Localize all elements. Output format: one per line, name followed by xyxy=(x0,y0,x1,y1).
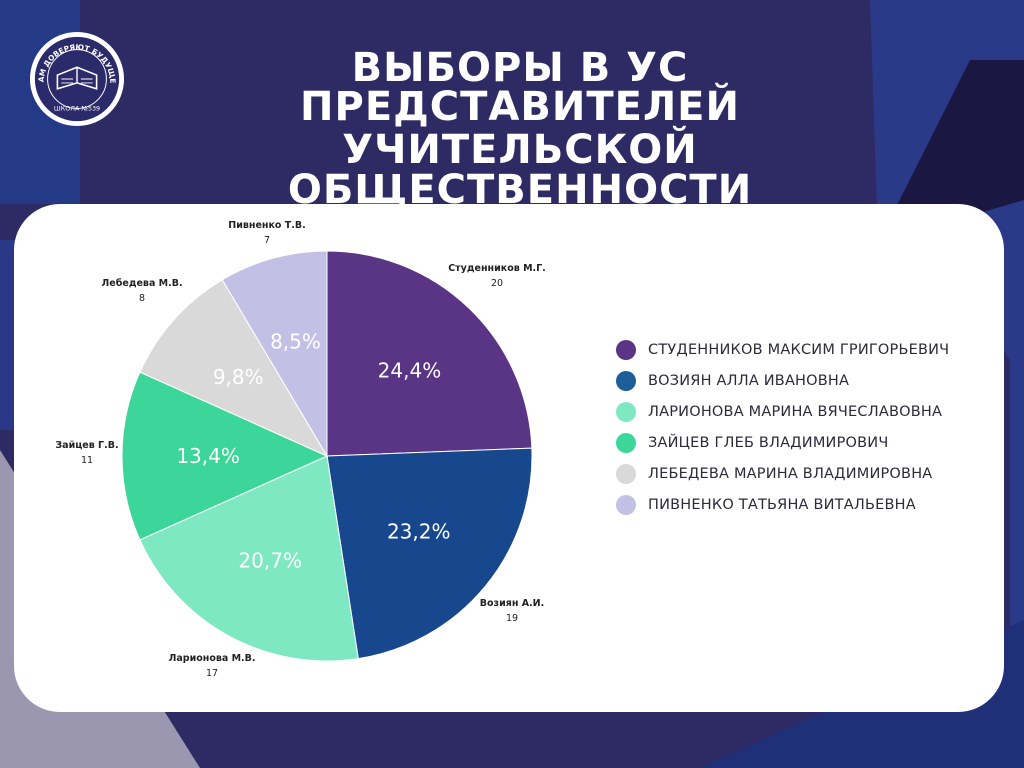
pie-percent-label: 13,4% xyxy=(176,444,240,468)
pie-slice xyxy=(121,371,329,541)
legend-item: ЛЕБЕДЕВА МАРИНА ВЛАДИМИРОВНА xyxy=(616,458,949,489)
legend-label: ЛЕБЕДЕВА МАРИНА ВЛАДИМИРОВНА xyxy=(648,465,933,482)
pie-slice xyxy=(326,447,533,660)
legend-swatch xyxy=(616,494,636,515)
legend-item: ПИВНЕНКО ТАТЬЯНА ВИТАЛЬЕВНА xyxy=(616,489,949,520)
legend-item: СТУДЕННИКОВ МАКСИМ ГРИГОРЬЕВИЧ xyxy=(616,334,949,365)
chart-legend: СТУДЕННИКОВ МАКСИМ ГРИГОРЬЕВИЧ ВОЗИЯН АЛЛ… xyxy=(616,334,949,520)
page-title-line-1: ВЫБОРЫ В УС xyxy=(351,45,689,91)
pie-slice xyxy=(139,279,329,458)
pie-value-label: 17 xyxy=(206,668,218,679)
school-logo: НАМ ДОВЕРЯЮТ БУДУЩЕЕ ШКОЛА №539 xyxy=(28,30,125,127)
legend-swatch xyxy=(616,463,636,484)
pie-category-label: Студенников М.Г. xyxy=(448,263,546,274)
pie-percent-label: 23,2% xyxy=(387,520,451,544)
page-title-line-3: УЧИТЕЛЬСКОЙ ОБЩЕСТВЕННОСТИ xyxy=(287,127,753,213)
pie-percent-label: 20,7% xyxy=(238,548,302,572)
pie-value-label: 19 xyxy=(506,613,518,624)
pie-category-label: Возиян А.И. xyxy=(480,598,544,609)
pie-category-label: Ларионова М.В. xyxy=(168,653,255,664)
pie-value-label: 8 xyxy=(139,293,145,304)
logo-bottom-text: ШКОЛА №539 xyxy=(54,104,100,112)
legend-swatch xyxy=(616,370,636,391)
pie-slice xyxy=(139,455,359,662)
pie-value-label: 7 xyxy=(264,235,270,246)
pie-category-label: Зайцев Г.В. xyxy=(55,440,118,451)
pie-percent-label: 9,8% xyxy=(213,365,264,389)
pie-category-label: Лебедева М.В. xyxy=(101,278,182,289)
legend-label: ЛАРИОНОВА МАРИНА ВЯЧЕСЛАВОВНА xyxy=(648,403,943,420)
pie-value-label: 11 xyxy=(81,455,93,466)
legend-item: ЛАРИОНОВА МАРИНА ВЯЧЕСЛАВОВНА xyxy=(616,396,949,427)
legend-item: ВОЗИЯН АЛЛА ИВАНОВНА xyxy=(616,365,949,396)
legend-label: ПИВНЕНКО ТАТЬЯНА ВИТАЛЬЕВНА xyxy=(648,496,916,513)
pie-category-label: Пивненко Т.В. xyxy=(228,220,305,231)
legend-label: ВОЗИЯН АЛЛА ИВАНОВНА xyxy=(648,372,850,389)
pie-percent-label: 8,5% xyxy=(270,329,321,353)
legend-label: СТУДЕННИКОВ МАКСИМ ГРИГОРЬЕВИЧ xyxy=(648,341,950,358)
legend-swatch xyxy=(616,432,636,453)
pie-percent-label: 24,4% xyxy=(378,358,442,382)
pie-value-label: 20 xyxy=(491,278,503,289)
pie-slice xyxy=(221,250,328,458)
legend-swatch xyxy=(616,339,636,360)
legend-swatch xyxy=(616,401,636,422)
pie-slice xyxy=(326,250,533,457)
legend-item: ЗАЙЦЕВ ГЛЕБ ВЛАДИМИРОВИЧ xyxy=(616,427,949,458)
legend-label: ЗАЙЦЕВ ГЛЕБ ВЛАДИМИРОВИЧ xyxy=(648,434,889,451)
page-title-line-2: ПРЕДСТАВИТЕЛЕЙ xyxy=(300,84,740,130)
